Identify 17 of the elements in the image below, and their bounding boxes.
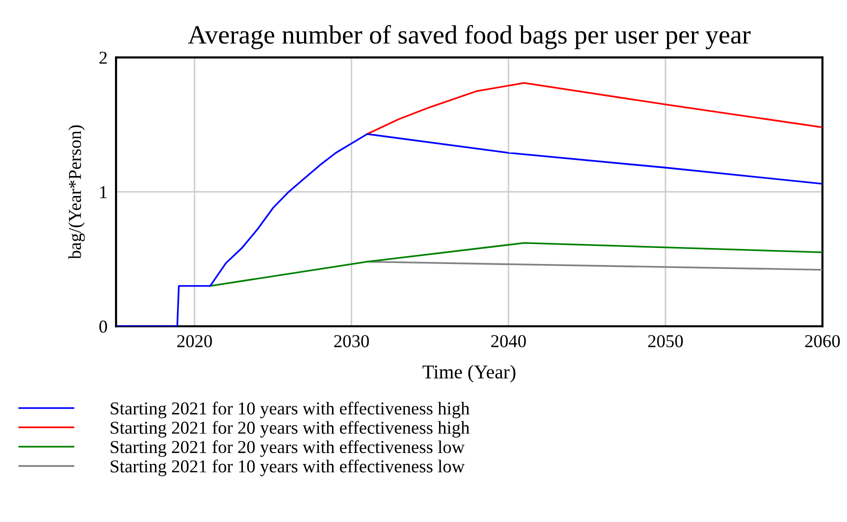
x-tick-label: 2020 xyxy=(177,335,212,348)
legend-label: Starting 2021 for 20 years with effectiveness high xyxy=(110,420,470,438)
y-tick-label: 0 xyxy=(99,320,108,333)
legend-label: Starting 2021 for 10 years with effectiveness high xyxy=(110,402,470,418)
x-tick-label: 2050 xyxy=(648,335,683,348)
chart-title: Average number of saved food bags per user per year xyxy=(188,24,750,50)
x-axis-title: Time (Year) xyxy=(422,364,516,382)
y-tick-label: 1 xyxy=(100,186,107,198)
x-tick-label: 2030 xyxy=(334,335,369,348)
legend-label: Starting 2021 for 10 years with effectiveness low xyxy=(110,460,465,476)
line-series xyxy=(209,242,822,287)
x-tick-label: 2060 xyxy=(805,335,840,348)
y-tick-label: 2 xyxy=(99,52,107,64)
line-series xyxy=(366,82,822,135)
legend-label: Starting 2021 for 20 years with effectiveness low xyxy=(110,440,465,457)
x-tick-label: 2040 xyxy=(491,335,526,348)
y-axis-title: bag/(Year*Person) xyxy=(68,125,85,260)
